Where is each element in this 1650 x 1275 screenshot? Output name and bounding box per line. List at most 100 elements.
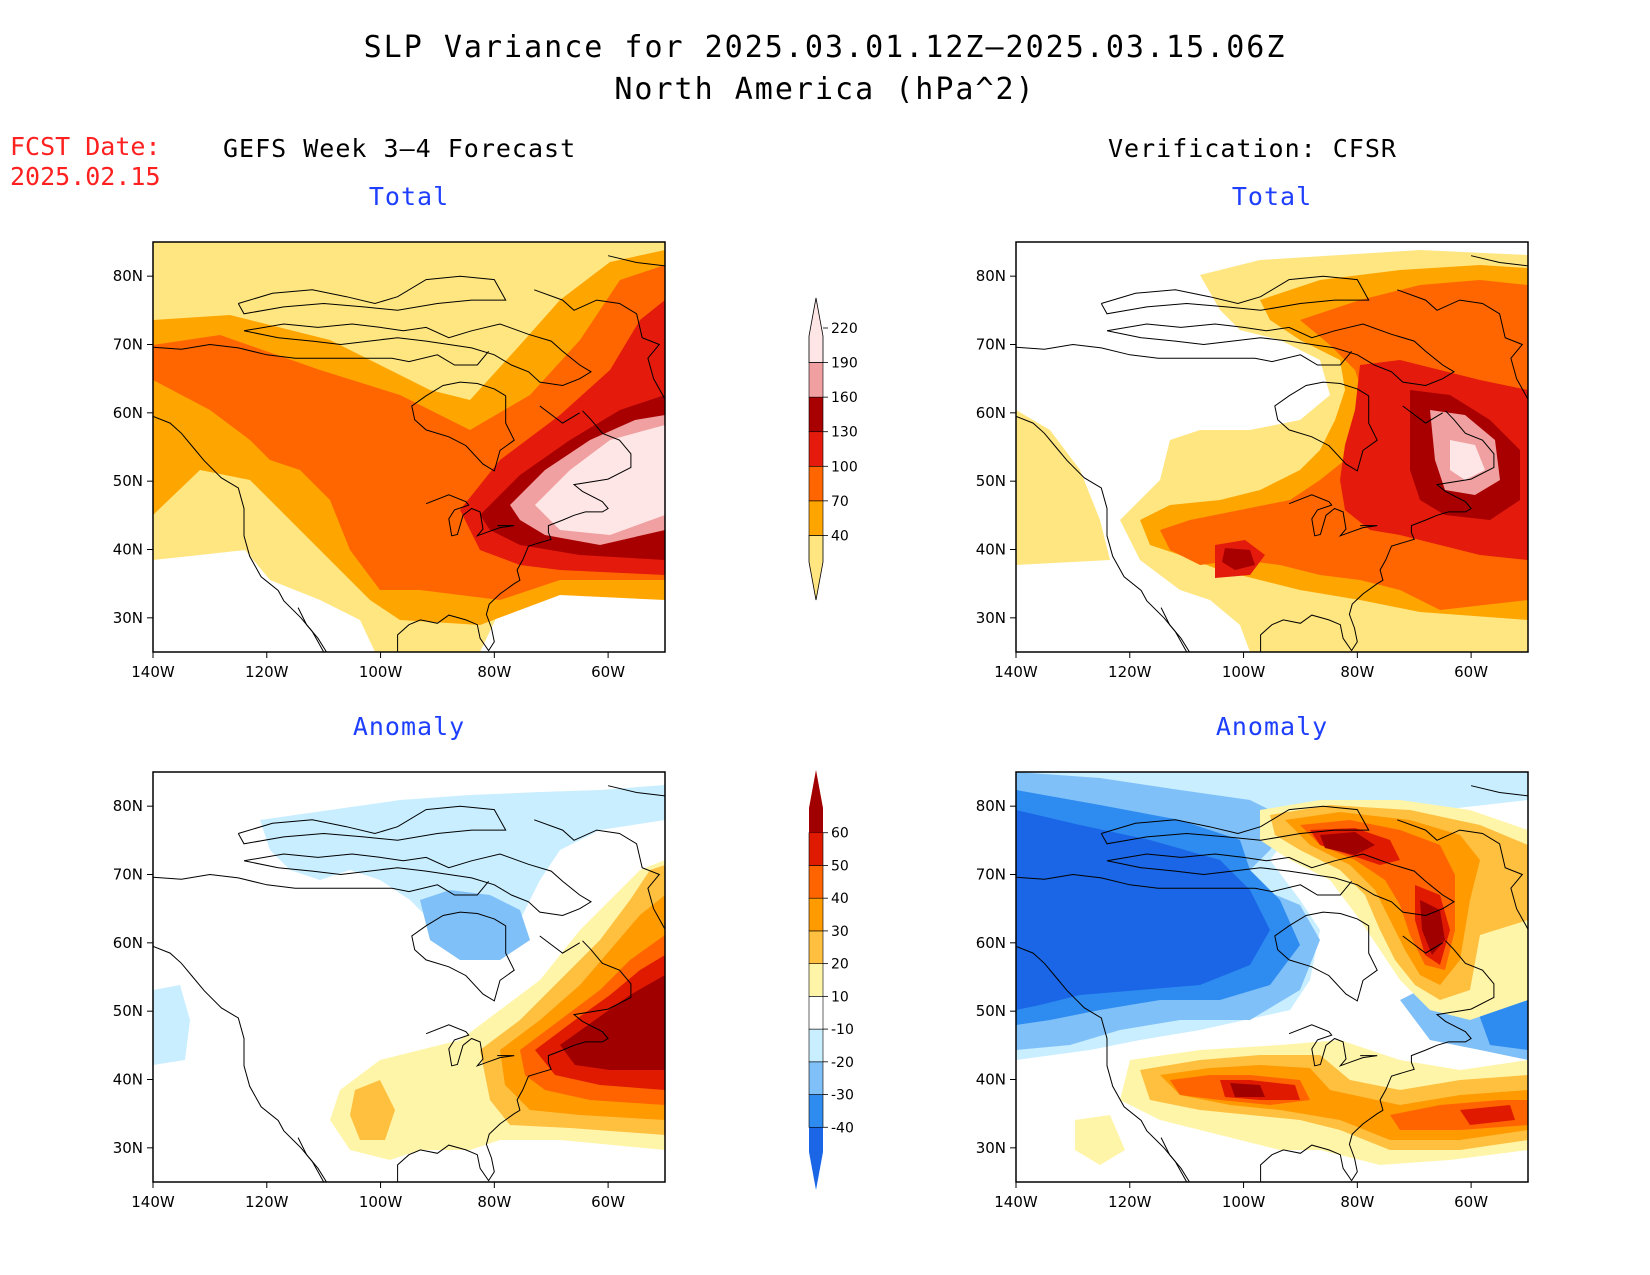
coastline [297, 1137, 327, 1182]
fill-darkorange-north [1300, 820, 1455, 970]
colorbar-segment [808, 963, 824, 997]
coastline [1402, 935, 1443, 954]
fcst-date-block: FCST Date: 2025.02.15 [10, 132, 161, 192]
colorbar-label: 30 [831, 924, 849, 940]
lon-tick-label: 100W [359, 1193, 403, 1211]
lon-tick-label: 100W [1222, 663, 1266, 681]
lat-tick-label: 80N [976, 267, 1006, 285]
coastline [1470, 785, 1528, 797]
map-axes: 140W 120W 100W 80W 60W 80N 70N 60N 50N 40N 30N [976, 797, 1489, 1211]
map-axes: 140W 120W 100W 80W 60W 80N 70N 60N 50N 40N 30N [976, 267, 1489, 681]
colorbar-label: -10 [831, 1022, 854, 1038]
colorbar-label: 220 [831, 321, 858, 337]
lon-tick-label: 60W [591, 663, 625, 681]
colorbar-label: -30 [831, 1088, 854, 1104]
fill-lightorange-spot [350, 1080, 395, 1140]
coastline [1016, 945, 1188, 1182]
fill-white-sw [153, 550, 375, 652]
lat-tick-label: 80N [976, 797, 1006, 815]
coastline [411, 381, 515, 472]
panel-title-forecast-anomaly: Anomaly [352, 712, 466, 741]
coastline [539, 935, 580, 954]
lat-tick-label: 40N [976, 541, 1006, 559]
colorbar-segment [808, 832, 824, 866]
lat-tick-label: 50N [976, 472, 1006, 490]
coastline [1274, 911, 1378, 1002]
lon-tick-label: 100W [1222, 1193, 1266, 1211]
colorbar-label: 70 [831, 494, 849, 510]
colorbar-segment [808, 465, 824, 502]
fill-paleyellow-sw [1075, 1115, 1125, 1165]
colorbar-label: 40 [831, 891, 849, 907]
coastlines [153, 785, 665, 1182]
coastline [1016, 415, 1188, 652]
coastline [1260, 940, 1495, 1182]
fill-yellow-west [1016, 410, 1110, 565]
coastline [1160, 607, 1190, 652]
colorbar-segment [808, 362, 824, 398]
coastlines [1016, 255, 1528, 652]
map-axes: 140W 120W 100W 80W 60W 80N 70N 60N 50N 40N 30N [113, 797, 626, 1211]
lon-tick-label: 120W [1108, 663, 1152, 681]
coastline [1260, 410, 1495, 652]
lat-tick-label: 60N [113, 934, 143, 952]
map-frame [152, 771, 666, 1183]
lat-tick-label: 30N [976, 1139, 1006, 1157]
map-frame [152, 241, 666, 653]
colorbar-segment [808, 897, 824, 932]
lat-tick-label: 40N [113, 1071, 143, 1089]
map-panel-forecast-total [152, 241, 666, 653]
lat-tick-label: 60N [976, 404, 1006, 422]
fill-paleblue-west [153, 985, 190, 1065]
lat-tick-label: 50N [113, 1002, 143, 1020]
coastline [243, 853, 592, 917]
colorbar-segment [808, 996, 824, 1030]
coastline [1160, 1137, 1190, 1182]
colorbar-segment [808, 431, 824, 467]
coastline [1106, 853, 1455, 917]
panel-title-forecast-total: Total [368, 182, 450, 211]
fill-darkred-south [1230, 1083, 1265, 1097]
map-panel-forecast-anomaly [152, 771, 666, 1183]
coastline [153, 415, 325, 652]
colorbar-segment [808, 297, 824, 363]
lat-tick-label: 50N [976, 1002, 1006, 1020]
colorbar-label: 50 [831, 858, 849, 874]
lat-tick-label: 40N [113, 541, 143, 559]
fill-lightpink [1450, 440, 1485, 480]
lat-tick-label: 30N [113, 1139, 143, 1157]
colorbar-segment [808, 500, 824, 536]
coastline [397, 940, 632, 1182]
colorbar-segment [809, 770, 823, 833]
lon-tick-label: 60W [591, 1193, 625, 1211]
lon-tick-label: 140W [994, 663, 1038, 681]
map-frame [1015, 241, 1529, 653]
coastline [534, 819, 665, 930]
coastline [153, 945, 325, 1182]
lon-tick-label: 140W [131, 663, 175, 681]
coastline [153, 343, 489, 366]
map-axes: 140W 120W 100W 80W 60W 80N 70N 60N 50N 40N 30N [113, 267, 626, 681]
lon-tick-label: 100W [359, 663, 403, 681]
colorbar-total: 40 70 100 130 160 190 220 [808, 297, 858, 601]
fill-red-south [1220, 1080, 1515, 1125]
lon-tick-label: 60W [1454, 1193, 1488, 1211]
coastline [1100, 275, 1370, 315]
coastline [1016, 873, 1352, 896]
colorbar-label: 60 [831, 826, 849, 842]
colorbar-label: 20 [831, 957, 849, 973]
coastline [607, 785, 665, 797]
lon-tick-label: 120W [245, 663, 289, 681]
coastline [425, 494, 515, 537]
fill-darkred-spot [1222, 548, 1255, 570]
panel-title-verification-total: Total [1231, 182, 1313, 211]
colorbar-label: 10 [831, 989, 849, 1005]
colorbar-segment [808, 1094, 824, 1128]
lat-tick-label: 50N [113, 472, 143, 490]
fill-darkred [560, 975, 665, 1070]
lon-tick-label: 140W [994, 1193, 1038, 1211]
colorbar-label: -40 [831, 1120, 854, 1136]
coastline [1016, 343, 1352, 366]
lon-tick-label: 80W [477, 663, 511, 681]
